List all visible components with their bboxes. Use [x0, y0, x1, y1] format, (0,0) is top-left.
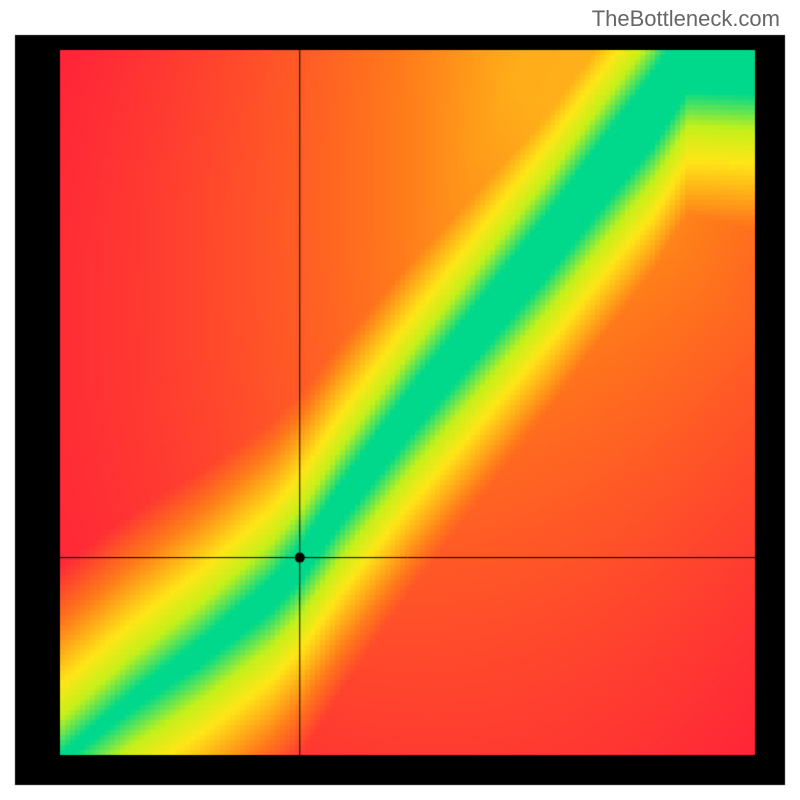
chart-container: TheBottleneck.com — [0, 0, 800, 800]
bottleneck-heatmap — [0, 0, 800, 800]
watermark-text: TheBottleneck.com — [592, 6, 780, 32]
